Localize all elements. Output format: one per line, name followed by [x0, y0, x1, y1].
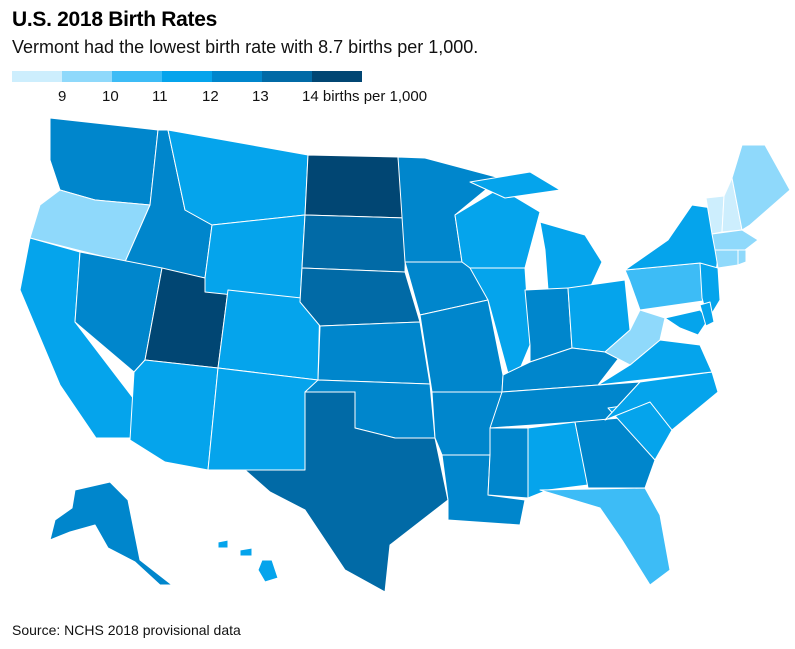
state-kansas[interactable]: Kansas — [317, 321, 431, 385]
state-alaska[interactable]: Alaska — [49, 481, 173, 586]
state-texas[interactable]: Texas — [244, 391, 449, 593]
state-virginia[interactable]: Virginia — [597, 339, 713, 386]
legend-swatch-2 — [112, 71, 162, 82]
state-nebraska[interactable]: Nebraska — [299, 267, 421, 327]
state-arizona[interactable]: Arizona — [129, 359, 219, 471]
legend-label-12: 12 — [202, 88, 219, 105]
legend-label-11: 11 — [152, 88, 168, 105]
legend-label-9: 9 — [58, 88, 67, 105]
us-map: Washington Oregon California Idaho Nevad… — [19, 117, 791, 593]
state-missouri[interactable]: Missouri — [419, 299, 504, 393]
legend: 9 10 11 12 13 14 births per 1,000 — [12, 71, 427, 111]
state-wyoming[interactable]: Wyoming — [204, 214, 306, 303]
legend-swatch-4 — [212, 71, 262, 82]
legend-swatch-0 — [12, 71, 62, 82]
state-florida[interactable]: Florida — [539, 487, 671, 586]
legend-swatch-1 — [62, 71, 112, 82]
state-pennsylvania[interactable]: Pennsylvania — [624, 262, 711, 311]
state-rhode-island[interactable]: Rhode Island — [737, 249, 747, 266]
state-south-dakota[interactable]: South Dakota — [301, 214, 407, 273]
state-maine[interactable]: Maine — [731, 144, 791, 231]
chart-title: U.S. 2018 Birth Rates — [12, 8, 217, 31]
state-massachusetts[interactable]: Massachusetts — [711, 229, 759, 251]
state-maryland[interactable]: Maryland — [664, 309, 709, 336]
source-note: Source: NCHS 2018 provisional data — [12, 622, 241, 638]
legend-swatch-5 — [262, 71, 312, 82]
state-georgia[interactable]: Georgia — [574, 417, 656, 489]
state-alabama[interactable]: Alabama — [527, 421, 589, 499]
state-north-carolina[interactable]: North Carolina — [604, 371, 719, 431]
legend-swatch-3 — [162, 71, 212, 82]
legend-swatch-6 — [312, 71, 362, 82]
state-connecticut[interactable]: Connecticut — [714, 249, 739, 269]
state-delaware[interactable]: Delaware — [699, 301, 715, 327]
state-montana[interactable]: Montana — [167, 129, 309, 226]
state-hawaii[interactable]: Hawaii — [217, 539, 279, 583]
state-north-dakota[interactable]: North Dakota — [304, 154, 407, 219]
legend-label-13: 13 — [252, 88, 269, 105]
legend-label-14: 14 births per 1,000 — [302, 88, 428, 105]
state-new-mexico[interactable]: New Mexico — [207, 367, 319, 471]
chart-subtitle: Vermont had the lowest birth rate with 8… — [12, 37, 479, 57]
state-mississippi[interactable]: Mississippi — [487, 427, 529, 499]
legend-label-10: 10 — [102, 88, 119, 105]
legend-swatches — [12, 71, 362, 82]
